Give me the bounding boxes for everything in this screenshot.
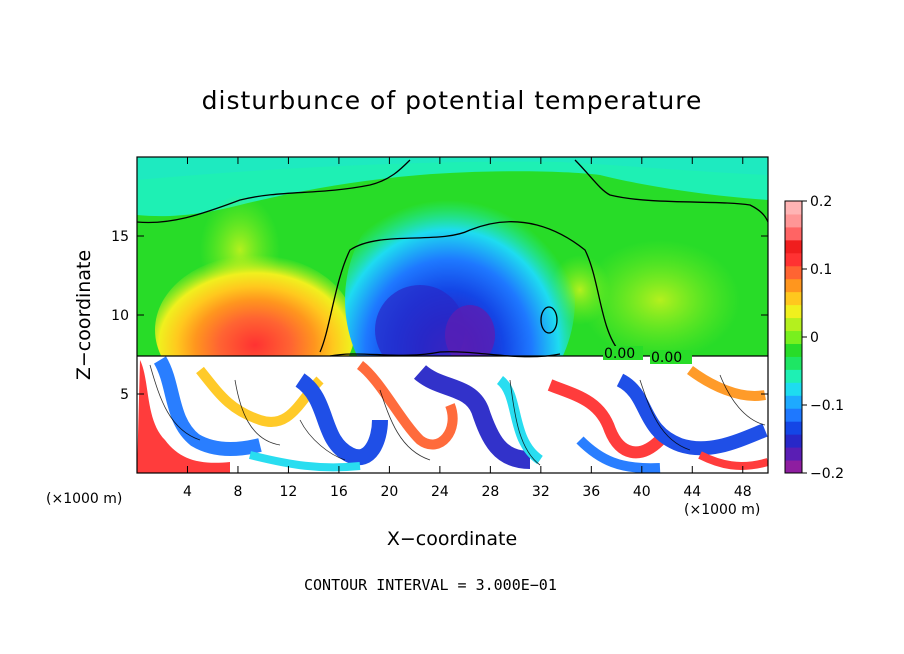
colorbar-tick-label: −0.2 <box>810 466 844 482</box>
colorbar-swatch <box>785 460 802 474</box>
colorbar-swatch <box>785 252 802 267</box>
contour-label: 0.00 <box>604 346 635 362</box>
x-tick-label: 24 <box>431 484 449 500</box>
turbulent-swirls <box>137 356 768 473</box>
x-tick-label: 4 <box>183 484 192 500</box>
x-unit-left: (×1000 m) <box>46 491 123 507</box>
colorbar-swatch <box>785 369 802 383</box>
contour-interval-note: CONTOUR INTERVAL = 3.000E−01 <box>304 576 557 594</box>
colorbar-swatch <box>785 226 802 241</box>
colorbar-swatch <box>785 278 802 293</box>
colorbar-swatch <box>785 317 802 332</box>
colorbar-swatch <box>785 408 802 422</box>
colorbar-swatch <box>785 434 802 448</box>
colorbar-swatch <box>785 304 802 319</box>
y-tick-label: 10 <box>111 308 129 324</box>
x-tick-label: 48 <box>734 484 752 500</box>
x-unit-right: (×1000 m) <box>684 502 761 518</box>
colorbar-tick-label: −0.1 <box>810 398 844 414</box>
upper-band <box>137 157 768 217</box>
colorbar-swatch <box>785 421 802 435</box>
contour-line <box>137 159 411 224</box>
contour-line <box>540 306 558 334</box>
y-tick-label: 15 <box>111 229 129 245</box>
thin-contours <box>149 364 766 466</box>
y-tick-label: 5 <box>120 387 129 403</box>
colorbar-swatch <box>785 213 802 228</box>
colorbar-swatch <box>785 356 802 370</box>
colorbar-swatch <box>785 395 802 409</box>
x-tick-label: 8 <box>233 484 242 500</box>
colorbar-swatch <box>785 201 802 215</box>
colorbar-swatch <box>785 382 802 396</box>
colorbar-swatch <box>785 330 802 344</box>
contour-line <box>329 351 561 358</box>
x-tick-label: 12 <box>280 484 298 500</box>
colorbar-tick-label: 0.1 <box>810 262 832 278</box>
light-green-patch-2 <box>580 240 740 360</box>
colorbar-frame <box>784 200 803 474</box>
colorbar-swatch <box>785 239 802 254</box>
x-tick-label: 40 <box>633 484 651 500</box>
contour-line <box>319 221 621 353</box>
colorbar-swatch <box>785 265 802 280</box>
colorbar-tick-label: 0 <box>810 330 819 346</box>
x-tick-label: 44 <box>683 484 701 500</box>
x-tick-label: 32 <box>532 484 550 500</box>
colorbar: 0.2 0.1 0 −0.1 −0.2 <box>785 194 844 482</box>
x-tick-label: 16 <box>330 484 348 500</box>
x-tick-label: 36 <box>582 484 600 500</box>
colorbar-tick-label: 0.2 <box>810 194 832 210</box>
contour-label: 0.00 <box>651 350 682 366</box>
contour-line <box>574 159 768 223</box>
field-layer <box>137 157 768 473</box>
colorbar-swatch <box>785 291 802 306</box>
x-tick-label: 28 <box>481 484 499 500</box>
colorbar-swatch <box>785 447 802 461</box>
colorbar-swatch <box>785 343 802 357</box>
x-axis-label: X−coordinate <box>386 528 518 550</box>
x-tick-label: 20 <box>380 484 398 500</box>
chart-title: disturbunce of potential temperature <box>201 86 703 115</box>
